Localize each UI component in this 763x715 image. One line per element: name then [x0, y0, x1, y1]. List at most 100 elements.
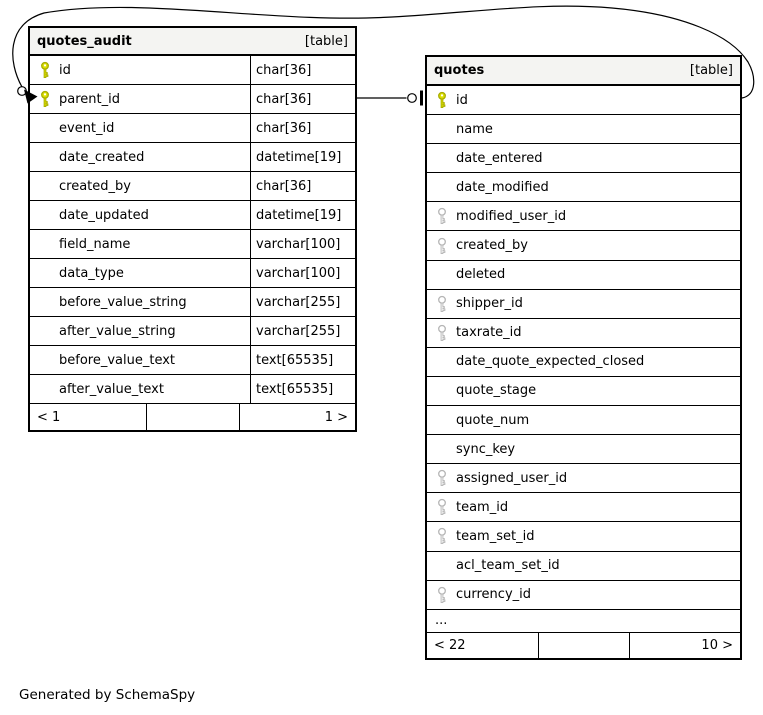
column-row-data_type: data_type varchar[100]	[30, 259, 355, 288]
table-name[interactable]: quotes	[434, 63, 485, 78]
column-type-cell: varchar[100]	[250, 230, 355, 258]
column-name: currency_id	[456, 587, 532, 603]
column-name-cell: modified_user_id	[427, 202, 740, 230]
footer-middle-cell	[145, 404, 240, 430]
column-type-cell: text[65535]	[250, 346, 355, 374]
column-name-cell: after_value_string	[30, 317, 250, 345]
column-type: varchar[100]	[256, 265, 341, 281]
primary-key-icon	[436, 91, 450, 109]
column-name-cell: taxrate_id	[427, 319, 740, 347]
key-icon-spacer	[39, 235, 53, 253]
column-row-shipper_id: shipper_id	[427, 290, 740, 319]
column-row-team_id: team_id	[427, 493, 740, 523]
edge-odot-right-icon	[407, 93, 417, 103]
column-type-cell: text[65535]	[250, 375, 355, 403]
column-type-cell: varchar[255]	[250, 317, 355, 345]
column-row-assigned_user_id: assigned_user_id	[427, 464, 740, 494]
column-name: created_by	[456, 238, 528, 254]
column-name-cell: after_value_text	[30, 375, 250, 403]
column-name-cell: before_value_string	[30, 288, 250, 316]
column-name: id	[456, 92, 468, 108]
key-icon-spacer	[39, 351, 53, 369]
column-type: datetime[19]	[256, 207, 342, 223]
column-row-date_quote_expected_closed: date_quote_expected_closed	[427, 348, 740, 377]
table-quotes_audit[interactable]: quotes_audit [table] id char[36] parent_id ch…	[28, 26, 357, 432]
key-icon-spacer	[436, 382, 450, 400]
key-icon-spacer	[39, 322, 53, 340]
column-row-field_name: field_name varchar[100]	[30, 230, 355, 259]
column-name-cell: quote_stage	[427, 377, 740, 405]
column-name-cell: date_updated	[30, 201, 250, 229]
column-row-date_modified: date_modified	[427, 173, 740, 203]
column-name-cell: date_created	[30, 143, 250, 171]
table-header-quotes[interactable]: quotes [table]	[427, 57, 740, 86]
key-icon-spacer	[39, 177, 53, 195]
primary-key-icon	[39, 61, 53, 79]
column-name: name	[456, 121, 493, 137]
column-name-cell: date_quote_expected_closed	[427, 348, 740, 376]
key-icon-spacer	[39, 293, 53, 311]
column-name-cell: quote_num	[427, 406, 740, 434]
foreign-key-icon	[436, 295, 450, 313]
table-header-quotes_audit[interactable]: quotes_audit [table]	[30, 28, 355, 56]
column-row-quote_num: quote_num	[427, 406, 740, 436]
column-row-date_created: date_created datetime[19]	[30, 143, 355, 172]
footer-children-count-label: < 22	[434, 637, 466, 653]
column-row-modified_user_id: modified_user_id	[427, 202, 740, 232]
column-name: sync_key	[456, 441, 516, 457]
table-quotes[interactable]: quotes [table] id name date_entered date_modi…	[425, 55, 742, 660]
column-name: before_value_string	[59, 294, 187, 310]
column-type: char[36]	[256, 91, 312, 107]
foreign-key-icon	[436, 527, 450, 545]
column-name-cell: team_id	[427, 493, 740, 521]
edge-odot-left-icon	[17, 86, 27, 96]
column-name-cell: id	[427, 86, 740, 114]
key-icon-spacer	[436, 120, 450, 138]
key-icon-spacer	[436, 411, 450, 429]
column-row-team_set_id: team_set_id	[427, 522, 740, 552]
foreign-key-icon	[436, 469, 450, 487]
column-name-cell: shipper_id	[427, 290, 740, 318]
column-name: assigned_user_id	[456, 470, 568, 486]
column-name: after_value_string	[59, 323, 176, 339]
footer-children-count: < 22	[427, 633, 538, 658]
column-row-after_value_text: after_value_text text[65535]	[30, 375, 355, 404]
more-columns-row: ...	[427, 610, 740, 633]
column-name: date_created	[59, 149, 145, 165]
column-row-currency_id: currency_id	[427, 581, 740, 610]
footer-parents-count: 1 >	[239, 404, 355, 430]
column-type: varchar[100]	[256, 236, 341, 252]
column-type: varchar[255]	[256, 294, 341, 310]
column-name-cell: currency_id	[427, 581, 740, 609]
footer-children-count-label: < 1	[37, 409, 61, 425]
foreign-key-icon	[436, 498, 450, 516]
table-name[interactable]: quotes_audit	[37, 33, 132, 49]
column-name: after_value_text	[59, 381, 164, 397]
key-icon-spacer	[39, 264, 53, 282]
key-icon-spacer	[436, 440, 450, 458]
footer-parents-count-label: 1 >	[324, 409, 348, 425]
foreign-key-icon	[436, 324, 450, 342]
foreign-key-icon	[436, 207, 450, 225]
column-row-date_updated: date_updated datetime[19]	[30, 201, 355, 230]
column-name-cell: created_by	[427, 231, 740, 259]
column-name: event_id	[59, 120, 115, 136]
column-name: team_id	[456, 499, 509, 515]
table-footer: < 22 10 >	[427, 632, 740, 658]
column-name: deleted	[456, 267, 506, 283]
key-icon-spacer	[436, 557, 450, 575]
key-icon-spacer	[39, 206, 53, 224]
foreign-key-icon	[436, 237, 450, 255]
column-type: datetime[19]	[256, 149, 342, 165]
column-row-after_value_string: after_value_string varchar[255]	[30, 317, 355, 346]
column-row-event_id: event_id char[36]	[30, 114, 355, 143]
column-row-created_by: created_by char[36]	[30, 172, 355, 201]
column-row-name: name	[427, 115, 740, 145]
column-type-cell: datetime[19]	[250, 201, 355, 229]
column-name-cell: assigned_user_id	[427, 464, 740, 492]
column-row-sync_key: sync_key	[427, 435, 740, 465]
column-type: char[36]	[256, 62, 312, 78]
table-type-badge: [table]	[304, 33, 348, 49]
column-name-cell: deleted	[427, 261, 740, 289]
